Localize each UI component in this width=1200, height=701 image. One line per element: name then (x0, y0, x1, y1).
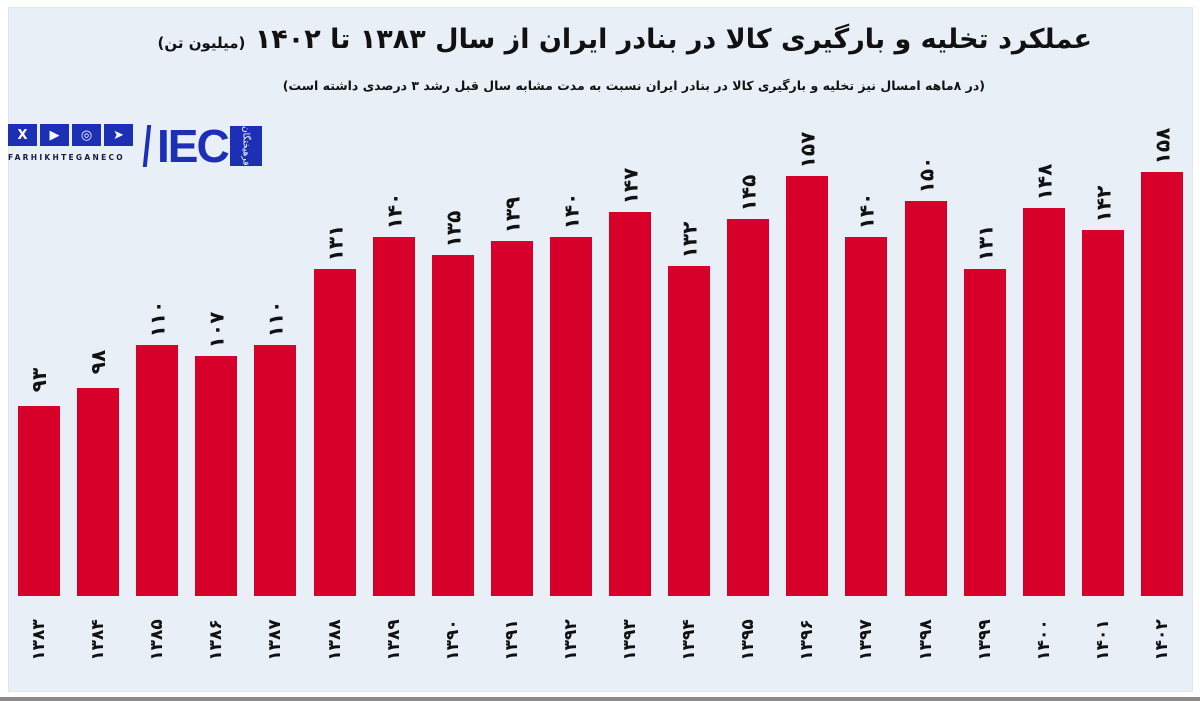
year-label: ۱۳۹۱ (501, 619, 522, 661)
bar-1402 (1141, 172, 1183, 596)
title-unit: (میلیون تن) (157, 34, 246, 52)
value-label: ۱۴۸ (1032, 163, 1056, 201)
iec-wordmark: IEC (157, 120, 230, 172)
year-label: ۱۳۸۸ (324, 619, 345, 661)
value-label: ۱۵۰ (914, 156, 938, 194)
iec-logo: IEC فرهیختگان (142, 120, 262, 172)
bar-1399 (964, 269, 1006, 596)
year-label: ۱۳۹۷ (855, 619, 876, 661)
value-label: ۱۳۱ (973, 225, 997, 262)
year-label: ۱۳۸۵ (146, 619, 167, 661)
bar-1393 (609, 211, 651, 596)
value-label: ۱۴۰ (854, 192, 878, 230)
bar-1398 (905, 201, 947, 596)
value-label: ۱۱۰ (145, 300, 169, 338)
year-label: ۱۳۸۳ (28, 619, 49, 661)
year-label: ۱۳۹۵ (737, 619, 758, 661)
year-label: ۱۴۰۰ (1033, 619, 1054, 661)
year-label: ۱۳۸۷ (264, 619, 285, 661)
year-label: ۱۳۹۶ (796, 619, 817, 661)
value-label: ۱۵۸ (1150, 127, 1174, 165)
value-label: ۱۳۵ (441, 210, 465, 248)
title-main: عملکرد تخلیه و بارگیری کالا در بنادر ایر… (254, 24, 1092, 55)
social-links: X ▶ ◎ ➤ FARHIKHTEGANECO (8, 124, 133, 162)
year-label: ۱۴۰۱ (1092, 619, 1113, 661)
bar-1390 (432, 255, 474, 596)
year-label: ۱۳۹۹ (974, 619, 995, 661)
brand-handle: FARHIKHTEGANECO (8, 153, 125, 162)
chart-subtitle: (در ۸ماهه امسال نیز تخلیه و بارگیری کالا… (282, 78, 985, 93)
bar-1389 (373, 237, 415, 596)
bar-1396 (786, 175, 828, 596)
bar-1387 (254, 345, 296, 596)
value-label: ۱۰۷ (204, 311, 228, 349)
bar-1386 (195, 355, 237, 596)
publisher-badge: فرهیختگان (229, 126, 262, 166)
year-label: ۱۳۹۸ (915, 619, 936, 661)
value-label: ۱۴۲ (1091, 185, 1115, 223)
value-label: ۱۴۰ (559, 192, 583, 230)
bar-1391 (491, 240, 533, 596)
value-label: ۱۱۰ (263, 300, 287, 338)
bar-1397 (845, 237, 887, 596)
year-label: ۱۳۹۳ (619, 619, 640, 661)
value-label: ۱۳۹ (500, 196, 524, 233)
value-label: ۹۸ (85, 350, 110, 375)
year-label: ۱۳۹۰ (442, 619, 463, 661)
bar-1388 (314, 269, 356, 596)
bar-1384 (77, 388, 119, 596)
value-label: ۱۴۰ (382, 192, 406, 230)
chart-title: عملکرد تخلیه و بارگیری کالا در بنادر ایر… (157, 24, 1092, 55)
value-label: ۱۳۲ (677, 221, 701, 259)
value-label: ۱۳۱ (323, 225, 347, 262)
bar-1385 (136, 345, 178, 596)
year-label: ۱۳۹۴ (678, 619, 699, 661)
year-label: ۱۳۸۴ (87, 619, 108, 661)
year-label: ۱۳۸۹ (383, 619, 404, 661)
value-label: ۱۴۵ (736, 174, 760, 212)
bar-1383 (18, 406, 60, 596)
bar-1400 (1023, 208, 1065, 596)
bar-1395 (727, 219, 769, 596)
publisher-logo: X ▶ ◎ ➤ FARHIKHTEGANECO IEC فرهیختگان (8, 120, 262, 172)
youtube-icon: ▶ (40, 124, 69, 146)
year-label: ۱۳۸۶ (205, 619, 226, 661)
x-icon: X (8, 124, 37, 146)
year-label: ۱۳۹۲ (560, 619, 581, 661)
value-label: ۹۳ (26, 368, 51, 393)
telegram-icon: ➤ (104, 124, 133, 146)
value-label: ۱۵۷ (795, 131, 819, 169)
bar-1394 (668, 265, 710, 596)
bar-1392 (550, 237, 592, 596)
bottom-divider (0, 697, 1200, 701)
year-label: ۱۴۰۲ (1151, 619, 1172, 661)
bar-1401 (1082, 229, 1124, 596)
instagram-icon: ◎ (72, 124, 101, 146)
value-label: ۱۴۷ (618, 167, 642, 205)
